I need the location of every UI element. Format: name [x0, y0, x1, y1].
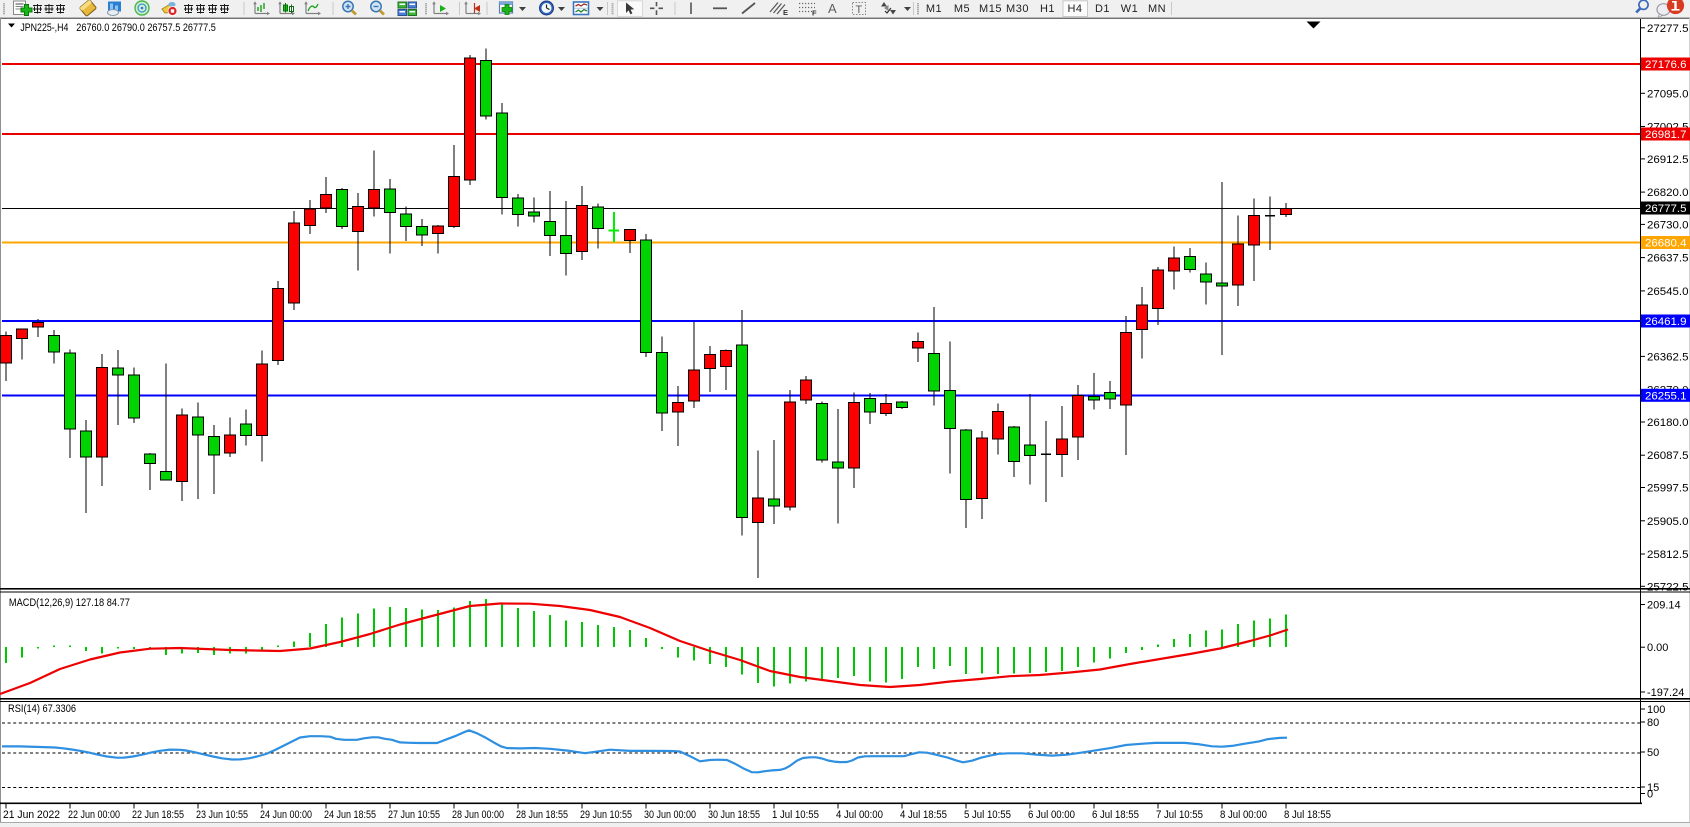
- svg-text:W1: W1: [1121, 3, 1139, 15]
- svg-text:50: 50: [1647, 747, 1659, 759]
- svg-text:26545.0: 26545.0: [1647, 286, 1689, 298]
- svg-text:M30: M30: [1006, 3, 1029, 15]
- svg-text:6 Jul 00:00: 6 Jul 00:00: [1028, 809, 1075, 821]
- svg-text:24 Jun 00:00: 24 Jun 00:00: [260, 809, 312, 821]
- svg-text:26912.5: 26912.5: [1647, 154, 1689, 166]
- svg-text:80: 80: [1647, 717, 1659, 729]
- svg-text:JPN225-,H4: JPN225-,H4: [20, 22, 68, 34]
- svg-text:D1: D1: [1095, 3, 1110, 15]
- svg-text:A: A: [828, 1, 837, 16]
- svg-text:24 Jun 18:55: 24 Jun 18:55: [324, 809, 376, 821]
- svg-text:29 Jun 10:55: 29 Jun 10:55: [580, 809, 632, 821]
- svg-text:25812.5: 25812.5: [1647, 549, 1689, 561]
- svg-text:7 Jul 10:55: 7 Jul 10:55: [1156, 809, 1203, 821]
- svg-text:27277.5: 27277.5: [1647, 23, 1689, 35]
- svg-text:H1: H1: [1040, 3, 1055, 15]
- svg-text:27176.6: 27176.6: [1645, 59, 1687, 71]
- svg-text:26820.0: 26820.0: [1647, 187, 1689, 199]
- svg-text:26981.7: 26981.7: [1645, 129, 1687, 141]
- svg-text:T: T: [856, 4, 863, 16]
- svg-text:0: 0: [1647, 789, 1653, 801]
- svg-text:H4: H4: [1067, 3, 1082, 15]
- svg-text:26255.1: 26255.1: [1645, 390, 1687, 402]
- svg-text:26362.5: 26362.5: [1647, 351, 1689, 363]
- svg-text:MN: MN: [1148, 3, 1166, 15]
- svg-text:1 Jul 10:55: 1 Jul 10:55: [772, 809, 819, 821]
- svg-text:6 Jul 18:55: 6 Jul 18:55: [1092, 809, 1139, 821]
- svg-text:25722.5: 25722.5: [1647, 581, 1689, 593]
- svg-text:26730.0: 26730.0: [1647, 219, 1689, 231]
- svg-text:27 Jun 10:55: 27 Jun 10:55: [388, 809, 440, 821]
- svg-text:26087.5: 26087.5: [1647, 450, 1689, 462]
- svg-text:25905.0: 25905.0: [1647, 516, 1689, 528]
- svg-text:22 Jun 00:00: 22 Jun 00:00: [68, 809, 120, 821]
- svg-text:4 Jul 00:00: 4 Jul 00:00: [836, 809, 883, 821]
- svg-text:F: F: [812, 9, 817, 18]
- svg-text:M5: M5: [954, 3, 970, 15]
- svg-text:0.00: 0.00: [1647, 642, 1668, 654]
- svg-text:RSI(14) 67.3306: RSI(14) 67.3306: [8, 703, 76, 715]
- svg-text:21 Jun 2022: 21 Jun 2022: [3, 809, 60, 821]
- svg-text:25997.5: 25997.5: [1647, 483, 1689, 495]
- svg-text:26637.5: 26637.5: [1647, 253, 1689, 265]
- svg-text:26180.0: 26180.0: [1647, 417, 1689, 429]
- svg-text:23 Jun 10:55: 23 Jun 10:55: [196, 809, 248, 821]
- svg-text:30 Jun 18:55: 30 Jun 18:55: [708, 809, 760, 821]
- svg-text:E: E: [783, 8, 788, 17]
- svg-text:M1: M1: [926, 3, 942, 15]
- svg-text:MACD(12,26,9) 127.18 84.77: MACD(12,26,9) 127.18 84.77: [9, 597, 130, 609]
- svg-text:30 Jun 00:00: 30 Jun 00:00: [644, 809, 696, 821]
- svg-text:100: 100: [1647, 704, 1665, 716]
- svg-text:28 Jun 18:55: 28 Jun 18:55: [516, 809, 568, 821]
- svg-text:22 Jun 18:55: 22 Jun 18:55: [132, 809, 184, 821]
- svg-text:4 Jul 18:55: 4 Jul 18:55: [900, 809, 947, 821]
- svg-text:26461.9: 26461.9: [1645, 316, 1687, 328]
- svg-text:26760.0 26790.0 26757.5 26777.: 26760.0 26790.0 26757.5 26777.5: [76, 22, 216, 34]
- svg-text:5 Jul 10:55: 5 Jul 10:55: [964, 809, 1011, 821]
- svg-text:209.14: 209.14: [1647, 600, 1681, 612]
- svg-text:8 Jul 18:55: 8 Jul 18:55: [1284, 809, 1331, 821]
- svg-text:15: 15: [1647, 782, 1659, 794]
- svg-text:M15: M15: [979, 3, 1002, 15]
- svg-text:26680.4: 26680.4: [1645, 238, 1687, 250]
- svg-text:26777.5: 26777.5: [1645, 203, 1687, 215]
- svg-text:-197.24: -197.24: [1647, 687, 1684, 699]
- svg-text:28 Jun 00:00: 28 Jun 00:00: [452, 809, 504, 821]
- svg-text:27095.0: 27095.0: [1647, 88, 1689, 100]
- svg-text:8 Jul 00:00: 8 Jul 00:00: [1220, 809, 1267, 821]
